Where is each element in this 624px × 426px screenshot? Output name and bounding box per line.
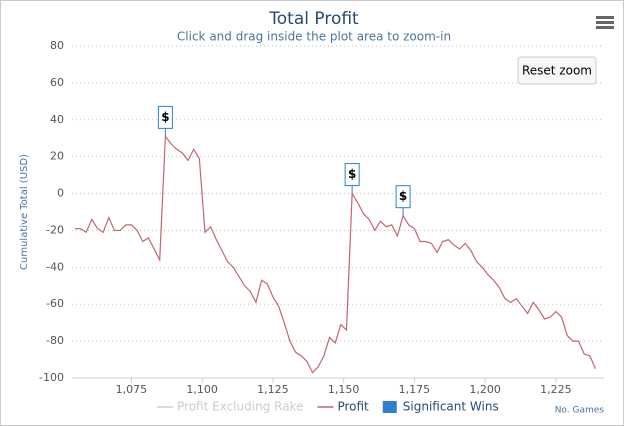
x-tick-label: 1,075 — [116, 383, 148, 396]
chart-subtitle: Click and drag inside the plot area to z… — [177, 30, 451, 44]
flag — [157, 105, 173, 129]
y-tick-label: -80 — [46, 334, 64, 347]
chart-title: Total Profit — [268, 9, 359, 29]
flag — [344, 163, 360, 187]
y-tick-label: 80 — [50, 39, 64, 52]
y-tick-label: 60 — [50, 76, 64, 89]
x-tick-label: 1,125 — [257, 383, 289, 396]
x-tick-label: 1,100 — [186, 383, 218, 396]
legend-label[interactable]: Significant Wins — [403, 400, 499, 414]
y-tick-label: -100 — [39, 371, 64, 384]
button-box[interactable] — [517, 56, 597, 85]
menu-button[interactable] — [596, 16, 614, 29]
x-tick-label: 1,200 — [469, 383, 501, 396]
legend-item[interactable]: Profit — [317, 400, 369, 414]
menu-bar[interactable] — [596, 16, 614, 19]
menu-bar[interactable] — [596, 26, 614, 29]
y-axis-title: Cumulative Total (USD) — [19, 154, 30, 270]
legend-swatch[interactable] — [382, 401, 397, 413]
y-tick-label: -20 — [46, 223, 64, 236]
y-tick-label: 20 — [50, 150, 64, 163]
x-tick-label: 1,150 — [328, 383, 360, 396]
reset-zoom-button[interactable]: Reset zoom — [517, 56, 597, 85]
x-axis-title: No. Games — [555, 406, 605, 416]
line-series — [74, 134, 597, 374]
flag — [395, 185, 411, 209]
legend-item[interactable]: Significant Wins — [382, 400, 499, 414]
legend-label[interactable]: Profit — [337, 400, 369, 414]
x-tick-label: 1,175 — [399, 383, 431, 396]
y-tick-label: -40 — [46, 260, 64, 273]
x-tick-label: 1,225 — [540, 383, 572, 396]
y-tick-label: 40 — [50, 113, 64, 126]
menu-bar[interactable] — [596, 21, 614, 24]
flag-label: $ — [348, 167, 356, 181]
y-tick-label: -60 — [46, 297, 64, 310]
button-label[interactable]: Reset zoom — [522, 64, 592, 78]
legend-item[interactable]: Profit Excluding Rake — [157, 400, 303, 414]
flag-label: $ — [161, 110, 169, 124]
legend-label[interactable]: Profit Excluding Rake — [177, 400, 303, 414]
flag-label: $ — [399, 189, 407, 203]
y-tick-label: 0 — [57, 187, 64, 200]
